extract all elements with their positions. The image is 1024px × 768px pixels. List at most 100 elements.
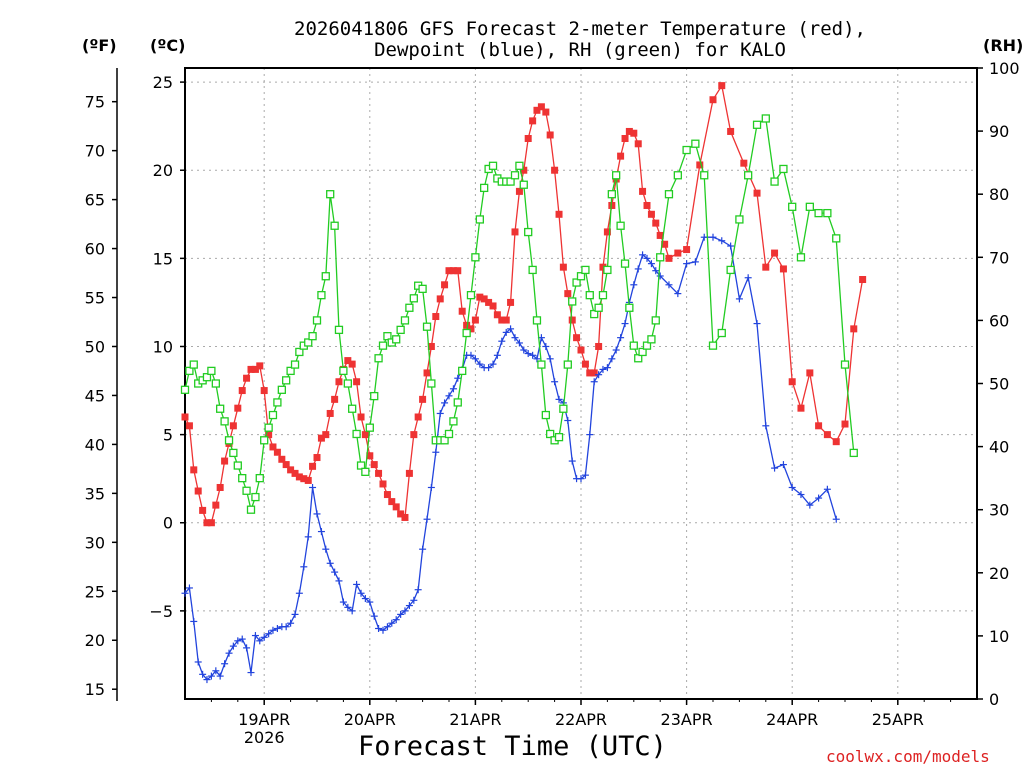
rh-tick-label: 70 xyxy=(989,248,1009,267)
rh-point xyxy=(264,423,273,432)
fahrenheit-tick-label: 35 xyxy=(85,484,105,503)
rh-point xyxy=(598,291,608,300)
temp-point xyxy=(529,117,537,125)
date-tick-label: 19APR xyxy=(238,710,290,729)
temp-point xyxy=(577,346,585,354)
rh-point xyxy=(519,180,528,189)
credit-link[interactable]: coolwx.com/models xyxy=(826,747,990,766)
date-tick-label: 21APR xyxy=(449,710,501,729)
rh-point xyxy=(370,391,379,401)
chart-title: 2026041806 GFS Forecast 2-meter Temperat… xyxy=(230,19,930,61)
temp-point xyxy=(788,378,796,386)
rh-point xyxy=(761,114,770,123)
dewpoint-point xyxy=(507,325,515,333)
celsius-tick-label: 15 xyxy=(153,249,173,268)
rh-point xyxy=(625,303,634,312)
temp-point xyxy=(203,519,211,527)
rh-point xyxy=(339,366,348,376)
dewpoint-point xyxy=(476,360,484,368)
rh-point xyxy=(378,341,388,350)
celsius-unit-label: (ºC) xyxy=(150,36,186,55)
temp-point xyxy=(326,409,334,417)
temp-point xyxy=(357,413,365,421)
rh-point xyxy=(290,360,300,369)
dewpoint-point xyxy=(621,320,629,328)
dewpoint-point xyxy=(568,457,576,465)
fahrenheit-tick-label: 25 xyxy=(85,582,105,601)
rh-point xyxy=(326,190,335,199)
dewpoint-point xyxy=(194,658,202,666)
rh-point xyxy=(242,486,251,495)
rh-point xyxy=(334,325,344,335)
rh-point xyxy=(317,291,326,300)
fahrenheit-tick-label: 75 xyxy=(85,93,105,112)
rh-point xyxy=(220,417,229,426)
rh-point xyxy=(735,215,744,224)
dewpoint-point xyxy=(295,589,303,597)
dewpoint-point xyxy=(445,392,453,400)
dewpoint-point xyxy=(471,355,479,363)
dewpoint-point xyxy=(599,365,607,373)
rh-point xyxy=(572,278,581,287)
dewpoint-point xyxy=(441,399,449,407)
temp-point xyxy=(859,276,867,284)
rh-point xyxy=(603,265,612,275)
series-line xyxy=(184,83,864,524)
temp-point xyxy=(647,210,655,218)
rh-point xyxy=(189,360,198,369)
dewpoint-point xyxy=(511,334,519,342)
rh-point xyxy=(374,354,383,363)
temp-point xyxy=(656,231,664,239)
temp-point xyxy=(590,369,598,377)
rh-point xyxy=(594,303,603,312)
dewpoint-point xyxy=(581,471,589,479)
temp-point xyxy=(564,290,572,298)
dewpoint-point xyxy=(185,584,193,592)
temp-point xyxy=(502,316,510,324)
dewpoint-point xyxy=(181,589,189,597)
temp-point xyxy=(414,413,422,421)
dewpoint-point xyxy=(529,351,537,359)
temp-point xyxy=(445,267,453,275)
dewpoint-point xyxy=(414,586,422,594)
temp-point xyxy=(489,302,497,310)
temp-point xyxy=(608,201,616,209)
rh-point xyxy=(823,208,832,218)
dewpoint-point xyxy=(502,328,510,336)
temp-point xyxy=(621,135,629,143)
fahrenheit-tick-label: 20 xyxy=(85,631,105,650)
year-label: 2026 xyxy=(244,728,285,747)
temp-point xyxy=(832,438,840,446)
fahrenheit-tick-label: 40 xyxy=(85,435,105,454)
dewpoint-point xyxy=(753,320,761,328)
dewpoint-point xyxy=(454,374,462,382)
fahrenheit-unit-label: (ºF) xyxy=(82,36,117,55)
dewpoint-point xyxy=(203,676,211,684)
rh-point xyxy=(471,253,480,262)
rh-point xyxy=(647,335,656,344)
temp-point xyxy=(331,395,339,403)
rh-point xyxy=(216,404,225,413)
rh-point xyxy=(277,385,286,394)
rh-point xyxy=(638,347,647,357)
rh-point xyxy=(427,379,436,388)
temp-point xyxy=(207,519,215,527)
temp-point xyxy=(392,503,400,511)
temp-point xyxy=(511,228,519,236)
temp-point xyxy=(353,378,361,386)
temp-point xyxy=(533,106,541,114)
temp-point xyxy=(199,506,207,514)
rh-tick-label: 90 xyxy=(989,122,1009,141)
rh-point xyxy=(251,492,260,502)
temp-point xyxy=(287,466,295,474)
dewpoint-point xyxy=(392,616,400,624)
temp-point xyxy=(806,369,814,377)
temp-point xyxy=(493,311,501,319)
dewpoint-point xyxy=(617,334,625,342)
temp-point xyxy=(546,131,554,139)
temp-point xyxy=(634,140,642,148)
fahrenheit-tick-label: 60 xyxy=(85,240,105,259)
dewpoint-point xyxy=(608,355,616,363)
